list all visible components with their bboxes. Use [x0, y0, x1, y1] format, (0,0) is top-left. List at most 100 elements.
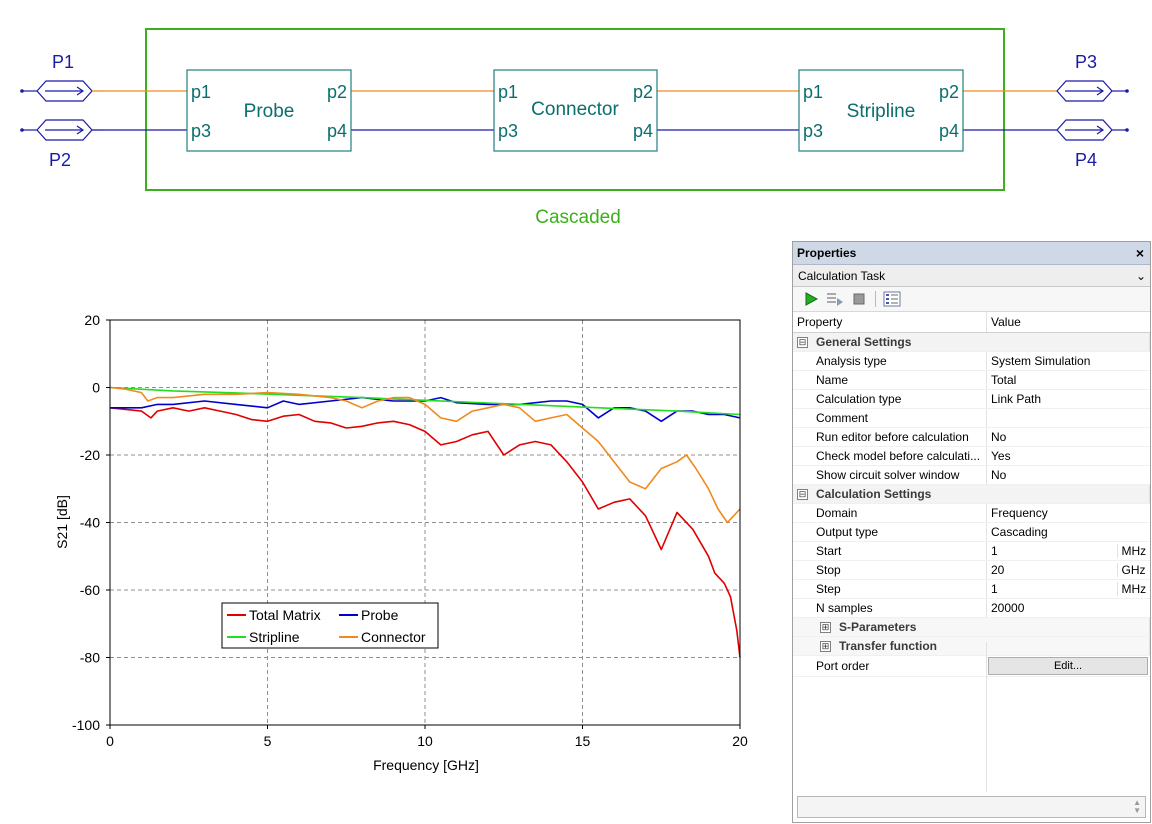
property-name: Comment	[793, 408, 987, 428]
property-row[interactable]: Check model before calculati... Yes	[793, 446, 1150, 466]
unit-selector[interactable]: MHz	[1116, 582, 1150, 596]
subcategory-label: Transfer function	[839, 639, 938, 653]
y-axis-label: S21 [dB]	[54, 495, 70, 549]
unit-selector[interactable]: MHz	[1116, 544, 1150, 558]
property-row[interactable]: Comment	[793, 408, 1150, 428]
block-connector-pin-p1: p1	[498, 82, 518, 102]
property-value[interactable]: 20000	[986, 598, 1150, 618]
property-name: Calculation type	[793, 389, 987, 409]
schematic-canvas[interactable]: Cascaded Probe p1 p2 p3 p4 Connector p1 …	[0, 0, 1152, 240]
category-general-settings[interactable]: ⊟ General Settings	[793, 332, 1150, 352]
block-stripline-pin-p4: p4	[939, 121, 959, 141]
series-line-probe	[110, 396, 741, 423]
property-row[interactable]: Name Total	[793, 370, 1150, 390]
run-list-icon[interactable]	[825, 289, 845, 309]
block-probe-pin-p2: p2	[327, 82, 347, 102]
property-value[interactable]: System Simulation	[986, 351, 1150, 371]
block-probe-pin-p1: p1	[191, 82, 211, 102]
block-connector-pin-p4: p4	[633, 121, 653, 141]
y-tick-label: 20	[84, 312, 100, 328]
property-value[interactable]: 20	[991, 563, 1005, 577]
property-row[interactable]: Port order Edit...	[793, 655, 1150, 677]
port-p2-label: P2	[49, 150, 71, 170]
expand-icon[interactable]: ⊞	[820, 641, 831, 653]
port-p3[interactable]: P3	[1056, 52, 1129, 102]
x-tick-label: 20	[732, 733, 748, 749]
y-tick-label: -60	[80, 582, 100, 598]
x-tick-label: 0	[106, 733, 114, 749]
block-connector[interactable]: Connector p1 p2 p3 p4	[493, 69, 658, 152]
cascaded-group-border[interactable]	[145, 28, 1005, 191]
block-stripline-pin-p1: p1	[803, 82, 823, 102]
block-probe[interactable]: Probe p1 p2 p3 p4	[186, 69, 352, 152]
expand-icon[interactable]: ⊞	[820, 622, 831, 634]
object-type-select[interactable]: Calculation Task ⌄	[793, 265, 1150, 287]
property-value[interactable]: No	[986, 465, 1150, 485]
property-row[interactable]: Start 1 MHz	[793, 541, 1150, 561]
property-row[interactable]: Run editor before calculation No	[793, 427, 1150, 447]
description-box: ▲ ▼	[797, 796, 1146, 818]
subcategory-s-parameters[interactable]: ⊞ S-Parameters	[793, 617, 1150, 637]
stop-icon[interactable]	[849, 289, 869, 309]
collapse-icon[interactable]: ⊟	[797, 337, 808, 349]
category-label: Calculation Settings	[816, 487, 932, 501]
property-row[interactable]: Domain Frequency	[793, 503, 1150, 523]
x-tick-label: 5	[264, 733, 272, 749]
legend-label-stripline: Stripline	[249, 629, 300, 645]
unit-selector[interactable]: GHz	[1116, 563, 1150, 577]
collapse-icon[interactable]: ⊟	[797, 489, 808, 501]
block-connector-name: Connector	[531, 99, 619, 120]
x-axis-label: Frequency [GHz]	[373, 757, 479, 773]
block-stripline[interactable]: Stripline p1 p2 p3 p4	[798, 69, 964, 152]
port-p2[interactable]: P2	[20, 119, 104, 170]
block-probe-pin-p3: p3	[191, 121, 211, 141]
property-value[interactable]: Yes	[986, 446, 1150, 466]
property-name: Run editor before calculation	[793, 427, 987, 447]
property-name: Start	[793, 541, 987, 561]
property-row[interactable]: Show circuit solver window No	[793, 465, 1150, 485]
category-label: General Settings	[816, 335, 912, 349]
property-row[interactable]: Calculation type Link Path	[793, 389, 1150, 409]
port-p1[interactable]: P1	[20, 52, 104, 102]
run-icon[interactable]	[801, 289, 821, 309]
port-p4[interactable]: P4	[1056, 119, 1129, 170]
property-row[interactable]: N samples 20000	[793, 598, 1150, 618]
property-value[interactable]	[986, 408, 1150, 428]
chart-grid	[110, 320, 740, 725]
column-header-value: Value	[986, 312, 1150, 333]
edit-port-order-button[interactable]: Edit...	[988, 657, 1148, 675]
property-value[interactable]: 1	[991, 582, 998, 596]
s21-chart[interactable]: 0 5 10 15 20 20 0 -20 -40 -60 -80 -100 Frequency [G…	[0, 0, 790, 824]
subcategory-transfer-function[interactable]: ⊞ Transfer function	[793, 636, 1150, 656]
property-row[interactable]: Output type Cascading	[793, 522, 1150, 542]
property-grid: Property Value ⊟ General Settings Analysi…	[793, 312, 1150, 677]
object-type-value: Calculation Task	[798, 268, 886, 283]
property-name: Domain	[793, 503, 987, 523]
series-line-total-matrix	[109, 406, 741, 658]
y-tick-label: -20	[80, 447, 100, 463]
column-divider	[986, 642, 987, 792]
block-probe-pin-p4: p4	[327, 121, 347, 141]
property-row[interactable]: Stop 20 GHz	[793, 560, 1150, 580]
category-calculation-settings[interactable]: ⊟ Calculation Settings	[793, 484, 1150, 504]
chart-series	[109, 386, 741, 658]
property-name: Port order	[793, 655, 987, 677]
legend-label-total-matrix: Total Matrix	[249, 607, 321, 623]
block-stripline-pin-p2: p2	[939, 82, 959, 102]
parameters-icon[interactable]	[882, 289, 902, 309]
property-value[interactable]: Cascading	[986, 522, 1150, 542]
property-value[interactable]: Frequency	[986, 503, 1150, 523]
property-value[interactable]: Total	[986, 370, 1150, 390]
close-icon[interactable]: ×	[1135, 245, 1144, 261]
property-row[interactable]: Step 1 MHz	[793, 579, 1150, 599]
property-row[interactable]: Analysis type System Simulation	[793, 351, 1150, 371]
properties-panel[interactable]: Properties × Calculation Task ⌄ Property…	[792, 241, 1151, 823]
y-tick-label: -40	[80, 515, 100, 531]
property-value[interactable]: Link Path	[986, 389, 1150, 409]
property-value[interactable]: 1	[991, 544, 998, 558]
legend-label-connector: Connector	[361, 629, 426, 645]
property-name: Analysis type	[793, 351, 987, 371]
port-p4-label: P4	[1075, 150, 1097, 170]
property-value[interactable]: No	[986, 427, 1150, 447]
x-tick-label: 15	[575, 733, 591, 749]
